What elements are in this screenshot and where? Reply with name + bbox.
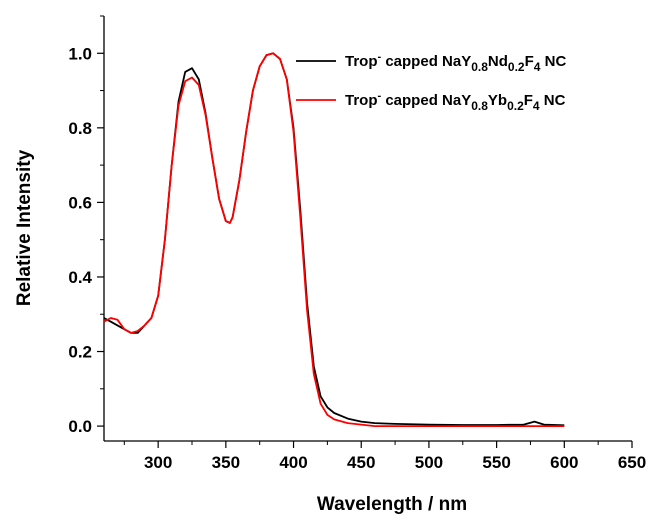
x-tick-label: 300 (144, 453, 172, 472)
series-line-1 (103, 52, 565, 427)
x-tick-label: 550 (482, 453, 510, 472)
y-tick-label: 0.6 (68, 193, 92, 212)
x-tick-label: 600 (550, 453, 578, 472)
x-tick-label: 350 (212, 453, 240, 472)
legend: Trop- capped NaY0.8Nd0.2F4 NC Trop- cappe… (296, 51, 566, 113)
series-line-0 (103, 52, 565, 427)
x-tick-label: 450 (347, 453, 375, 472)
legend-label-0: Trop- capped NaY0.8Nd0.2F4 NC (345, 51, 566, 74)
y-tick-label: 0.4 (68, 268, 92, 287)
x-tick-label: 400 (279, 453, 307, 472)
x-axis-title: Wavelength / nm (317, 494, 467, 515)
y-axis-title: Relative Intensity (14, 149, 35, 306)
ticks: 300 350 400 450 500 550 600 650 0.0 0.2 0.4 0.6 0.8 1… (68, 15, 646, 472)
series-lines (103, 52, 565, 427)
y-tick-label: 0.0 (68, 417, 92, 436)
x-tick-label: 500 (415, 453, 443, 472)
y-tick-label: 1.0 (68, 44, 92, 63)
x-tick-label: 650 (618, 453, 646, 472)
legend-label-1: Trop- capped NaY0.8Yb0.2F4 NC (345, 90, 566, 113)
y-tick-label: 0.8 (68, 119, 92, 138)
y-tick-label: 0.2 (68, 343, 92, 362)
